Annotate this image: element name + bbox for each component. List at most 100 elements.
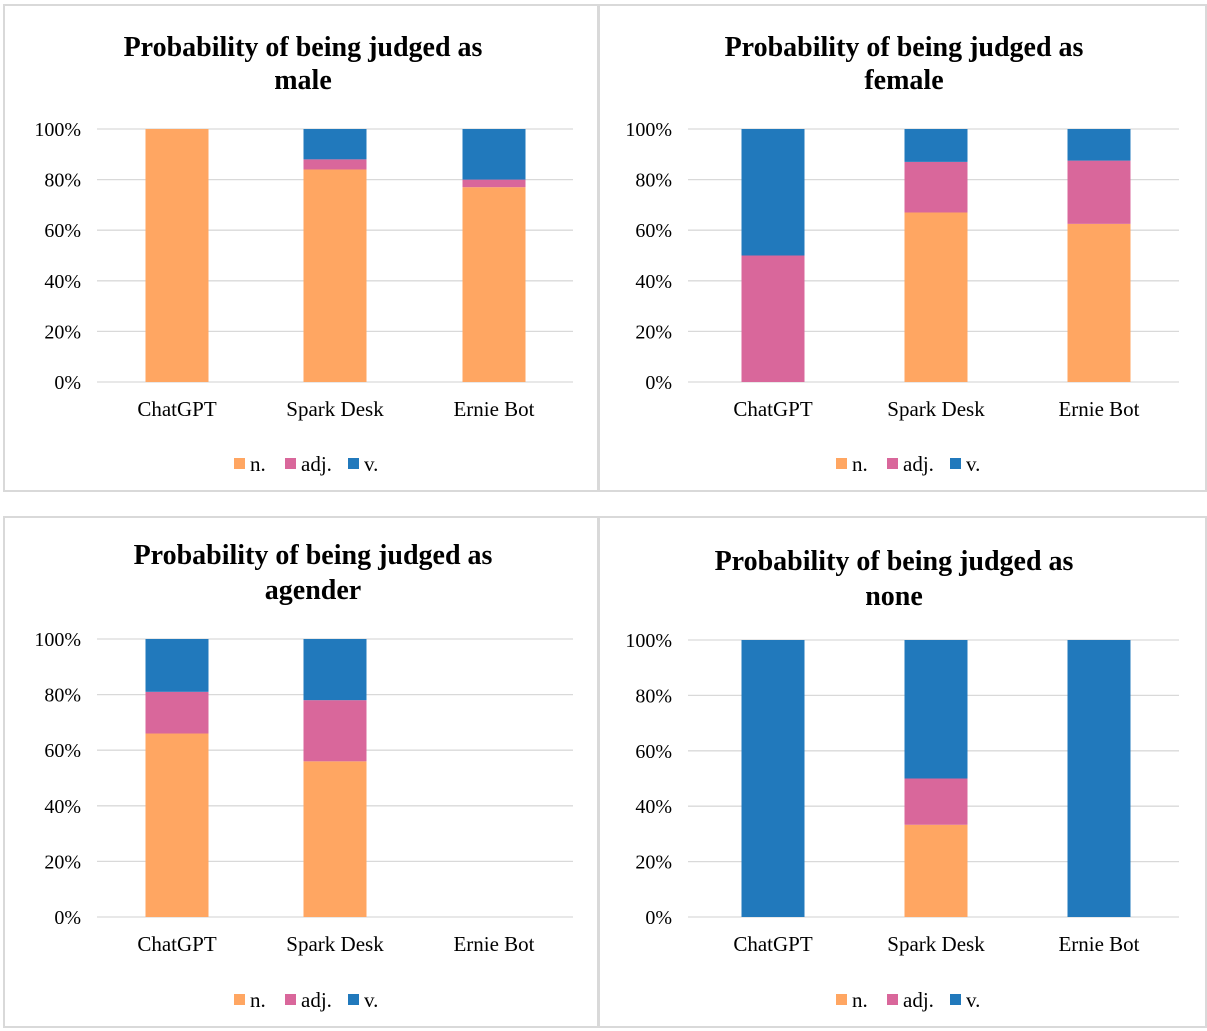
legend-swatch-adj xyxy=(887,994,898,1005)
legend-label-v: v. xyxy=(364,452,378,476)
legend-swatch-v xyxy=(348,458,359,469)
bar-v-ernie-bot xyxy=(462,129,526,180)
chart-panel-female: Probability of being judged as female 0% 20… xyxy=(598,4,1207,492)
y-tick-label: 100% xyxy=(34,119,81,141)
y-tick-label: 100% xyxy=(625,630,672,652)
y-tick-label: 100% xyxy=(625,119,672,141)
bar-v-ernie-bot xyxy=(1067,129,1131,161)
x-category-label: Spark Desk xyxy=(887,932,985,956)
y-tick-label: 80% xyxy=(44,685,81,707)
legend-swatch-n xyxy=(234,994,245,1005)
y-tick-label: 20% xyxy=(44,321,81,343)
y-tick-label: 20% xyxy=(44,851,81,873)
y-tick-label: 60% xyxy=(635,741,672,763)
x-category-label: Ernie Bot xyxy=(453,397,534,421)
legend-label-v: v. xyxy=(966,988,980,1012)
y-tick-label: 0% xyxy=(54,907,81,929)
legend-swatch-n xyxy=(234,458,245,469)
bar-n-spark-desk xyxy=(904,824,968,917)
legend-swatch-adj xyxy=(887,458,898,469)
bar-adj-spark-desk xyxy=(303,159,367,170)
y-tick-label: 20% xyxy=(635,852,672,874)
chart-title-line: Probability of being judged as xyxy=(124,32,483,63)
bar-adj-spark-desk xyxy=(904,161,968,213)
y-tick-label: 40% xyxy=(635,796,672,818)
legend-label-adj: adj. xyxy=(301,988,332,1012)
y-tick-label: 80% xyxy=(635,170,672,192)
x-category-label: ChatGPT xyxy=(733,932,813,956)
y-tick-label: 0% xyxy=(645,907,672,929)
legend-label-adj: adj. xyxy=(903,452,934,476)
chart-title-line: Probability of being judged as xyxy=(725,32,1084,63)
legend-swatch-v xyxy=(348,994,359,1005)
y-tick-label: 0% xyxy=(54,372,81,394)
bar-v-chatgpt xyxy=(741,129,805,256)
y-tick-label: 100% xyxy=(34,629,81,651)
legend-swatch-v xyxy=(950,994,961,1005)
bar-n-chatgpt xyxy=(145,733,209,917)
bar-n-spark-desk xyxy=(303,169,367,382)
y-tick-label: 40% xyxy=(44,271,81,293)
chart-title-line: female xyxy=(864,65,943,96)
y-tick-label: 80% xyxy=(44,170,81,192)
legend-label-adj: adj. xyxy=(301,452,332,476)
legend-swatch-adj xyxy=(285,994,296,1005)
legend-label-n: n. xyxy=(852,452,868,476)
legend-label-n: n. xyxy=(852,988,868,1012)
legend-label-n: n. xyxy=(250,452,266,476)
bar-v-chatgpt xyxy=(741,640,805,917)
bar-adj-ernie-bot xyxy=(462,179,526,188)
y-tick-label: 0% xyxy=(645,372,672,394)
bar-adj-spark-desk xyxy=(303,700,367,762)
bar-v-spark-desk xyxy=(303,639,367,701)
y-tick-label: 60% xyxy=(44,220,81,242)
bar-v-ernie-bot xyxy=(1067,640,1131,917)
bar-v-chatgpt xyxy=(145,639,209,692)
chart-svg: Probability of being judged as agender 0% 2… xyxy=(34,540,573,1012)
y-tick-label: 40% xyxy=(44,796,81,818)
bar-n-chatgpt xyxy=(145,129,209,382)
x-category-label: Ernie Bot xyxy=(453,932,534,956)
x-category-label: Spark Desk xyxy=(887,397,985,421)
chart-title-line: none xyxy=(865,581,923,612)
chart-panel-male: Probability of being judged as male 0% 20% 4… xyxy=(3,4,599,492)
bar-adj-chatgpt xyxy=(741,255,805,382)
y-tick-label: 40% xyxy=(635,271,672,293)
chart-title-line: male xyxy=(274,65,332,96)
legend-label-v: v. xyxy=(966,452,980,476)
x-category-label: Ernie Bot xyxy=(1058,397,1139,421)
bar-n-ernie-bot xyxy=(462,187,526,382)
x-category-label: ChatGPT xyxy=(137,397,217,421)
bar-v-spark-desk xyxy=(904,129,968,162)
chart-panel-agender: Probability of being judged as agender 0% 2… xyxy=(3,516,599,1028)
bar-n-spark-desk xyxy=(904,212,968,382)
chart-svg: Probability of being judged as none 0% 20% 4… xyxy=(625,546,1179,1012)
chart-title-line: Probability of being judged as xyxy=(715,546,1074,577)
y-tick-label: 20% xyxy=(635,321,672,343)
bar-adj-chatgpt xyxy=(145,691,209,734)
legend-label-v: v. xyxy=(364,988,378,1012)
bar-v-spark-desk xyxy=(303,129,367,160)
x-category-label: Spark Desk xyxy=(286,932,384,956)
y-tick-label: 80% xyxy=(635,685,672,707)
bar-n-ernie-bot xyxy=(1067,223,1131,382)
y-tick-label: 60% xyxy=(635,220,672,242)
bar-adj-ernie-bot xyxy=(1067,160,1131,224)
chart-title-line: agender xyxy=(265,575,361,606)
chart-panel-none: Probability of being judged as none 0% 20% 4… xyxy=(598,516,1207,1028)
x-category-label: ChatGPT xyxy=(733,397,813,421)
legend-swatch-v xyxy=(950,458,961,469)
x-category-label: Ernie Bot xyxy=(1058,932,1139,956)
legend-label-adj: adj. xyxy=(903,988,934,1012)
bar-adj-spark-desk xyxy=(904,778,968,825)
chart-title-line: Probability of being judged as xyxy=(134,540,493,571)
x-category-label: Spark Desk xyxy=(286,397,384,421)
x-category-label: ChatGPT xyxy=(137,932,217,956)
bar-v-spark-desk xyxy=(904,640,968,779)
legend-swatch-adj xyxy=(285,458,296,469)
bar-n-spark-desk xyxy=(303,761,367,917)
y-tick-label: 60% xyxy=(44,740,81,762)
legend-label-n: n. xyxy=(250,988,266,1012)
